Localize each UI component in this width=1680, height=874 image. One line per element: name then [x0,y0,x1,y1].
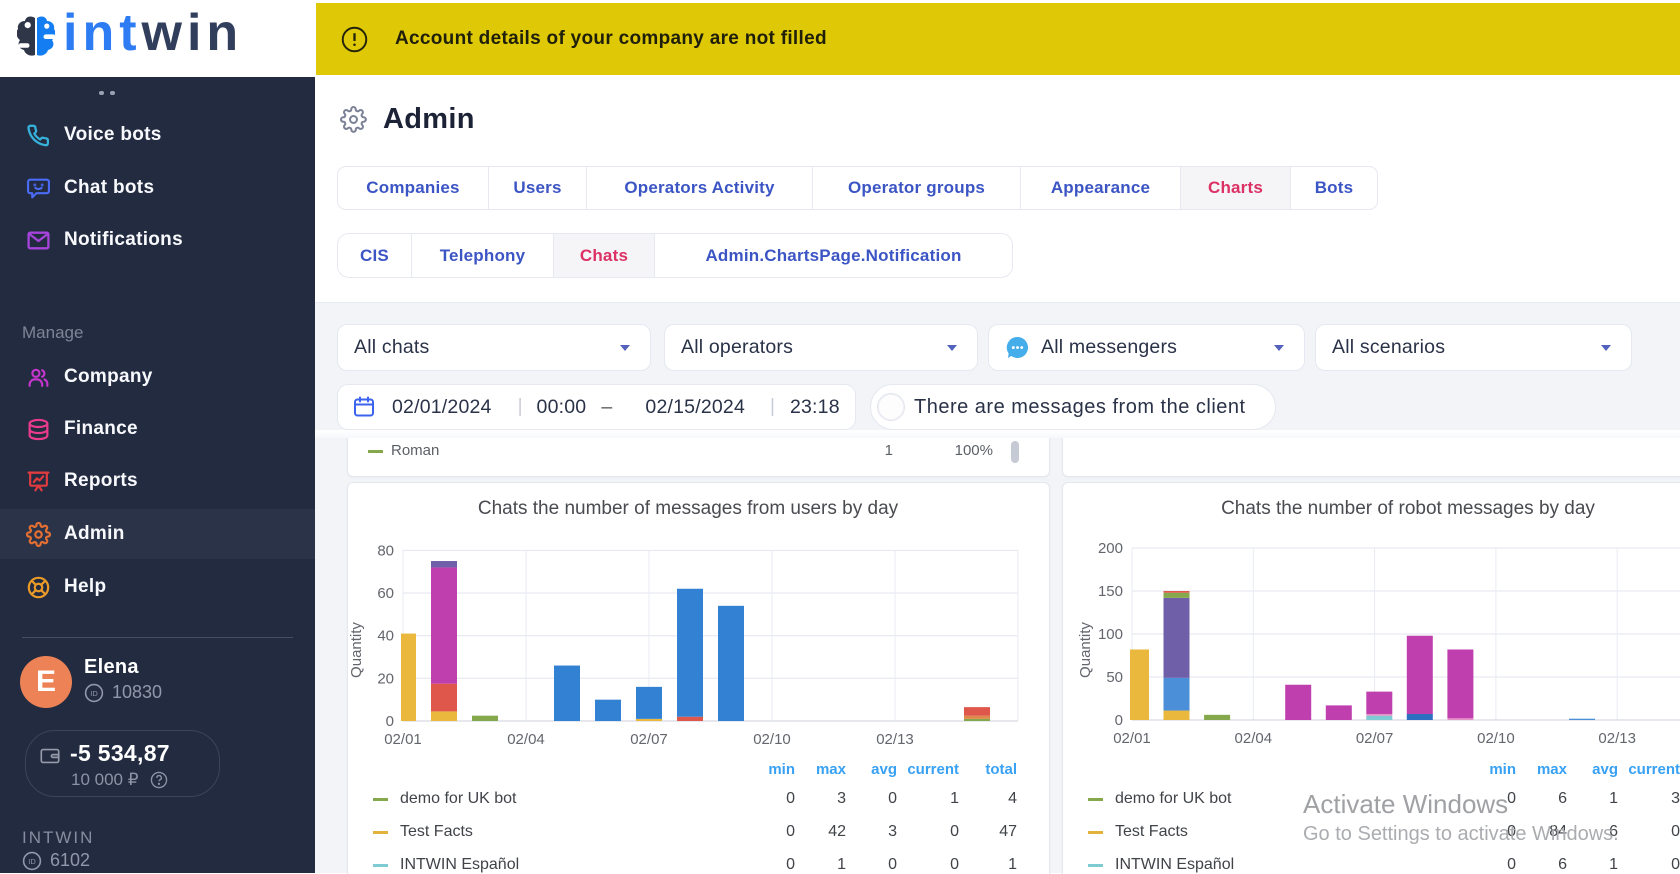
svg-text:02/13: 02/13 [876,731,914,748]
svg-text:80: 80 [377,542,394,559]
svg-text:60: 60 [377,585,394,602]
svg-text:02/13: 02/13 [1598,730,1636,747]
svg-text:20: 20 [377,670,394,687]
svg-text:Chats the number of robot mess: Chats the number of robot messages by da… [1221,498,1595,519]
svg-text:02/10: 02/10 [1477,730,1515,747]
svg-text:02/01: 02/01 [1113,730,1151,747]
svg-text:Quantity: Quantity [1077,622,1094,678]
svg-text:150: 150 [1098,583,1123,600]
svg-text:02/07: 02/07 [630,731,668,748]
svg-text:50: 50 [1106,669,1123,686]
svg-text:02/10: 02/10 [753,731,791,748]
svg-text:0: 0 [1115,712,1123,729]
svg-text:0: 0 [386,713,394,730]
svg-text:02/01: 02/01 [384,731,422,748]
svg-text:100: 100 [1098,626,1123,643]
svg-text:200: 200 [1098,540,1123,557]
svg-text:Quantity: Quantity [348,622,365,678]
svg-text:02/07: 02/07 [1356,730,1394,747]
svg-text:02/04: 02/04 [507,731,545,748]
svg-text:40: 40 [377,628,394,645]
svg-text:ID: ID [90,689,98,698]
svg-text:ID: ID [28,857,36,866]
svg-text:02/04: 02/04 [1235,730,1273,747]
svg-text:Chats the number of messages f: Chats the number of messages from users … [478,498,899,519]
